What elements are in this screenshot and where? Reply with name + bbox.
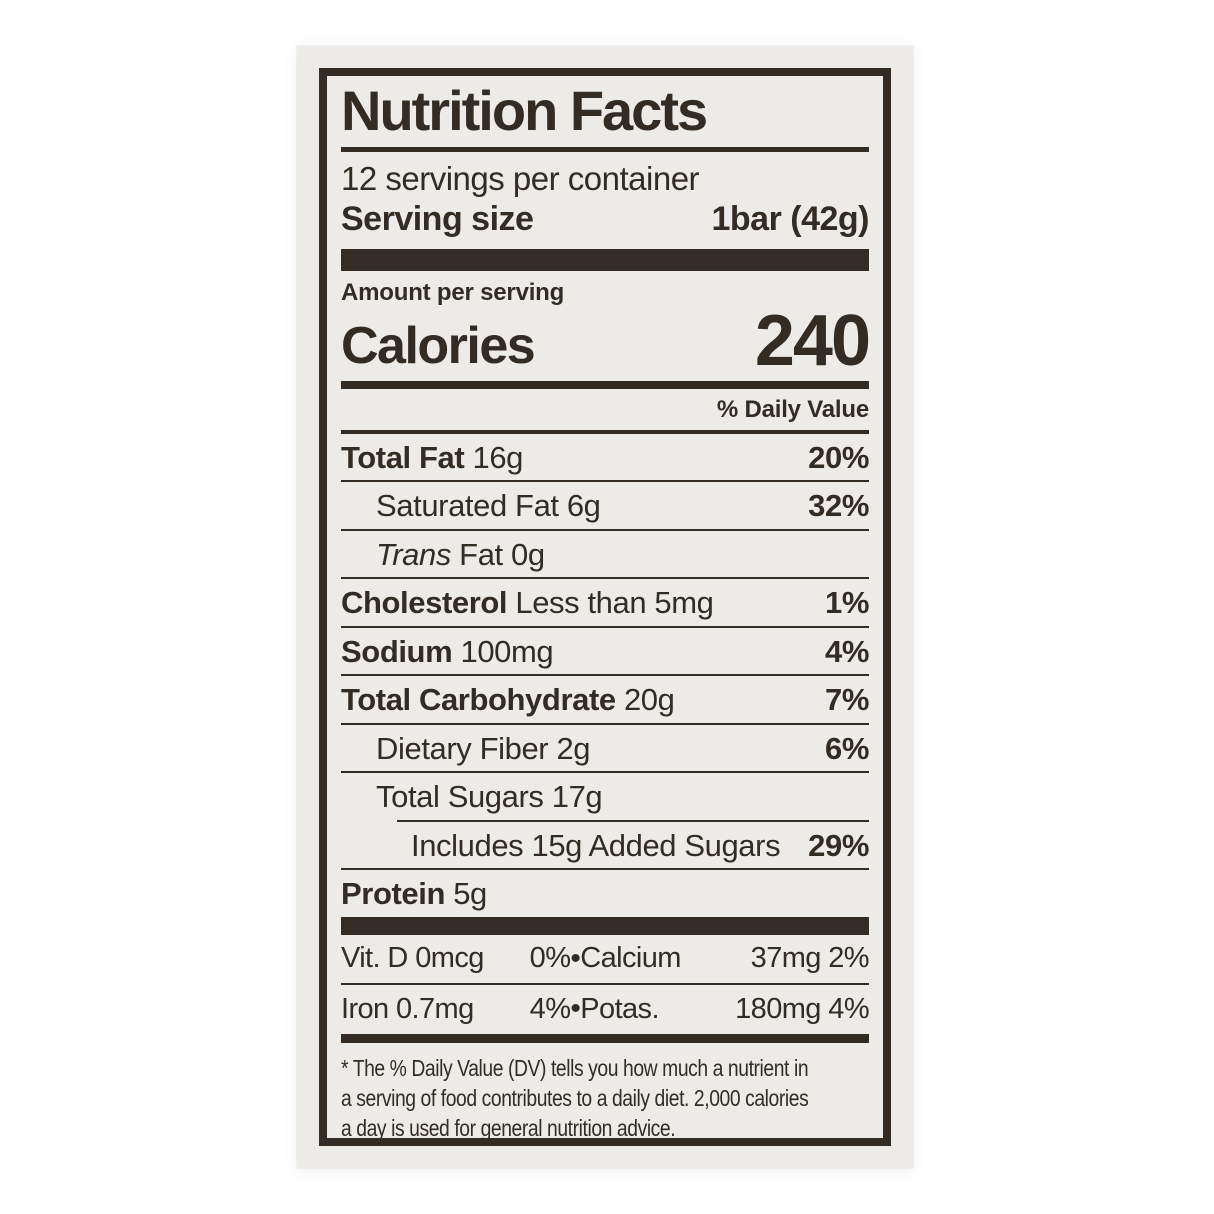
nutrient-row-sodium: Sodium 100mg 4% [341, 625, 869, 674]
nutrient-name: Protein 5g [341, 876, 487, 912]
calories-label: Calories [341, 317, 536, 376]
nutrient-pct: 6% [824, 730, 869, 766]
nutrient-name: Includes 15g Added Sugars [411, 827, 781, 863]
title-divider [341, 146, 869, 152]
nutrient-pct: 1% [824, 585, 869, 621]
nutrient-pct: 29% [808, 827, 869, 863]
calories-divider [341, 380, 869, 389]
footnote-line: * The % Daily Value (DV) tells you how m… [341, 1054, 809, 1081]
footnote-line: a serving of food contributes to a daily… [341, 1084, 809, 1111]
daily-value-header: % Daily Value [716, 395, 869, 423]
nutrient-name: Cholesterol Less than 5mg [341, 585, 714, 621]
nutrient-name: Total Carbohydrate 20g [341, 682, 675, 718]
micro-right-cell: Potas. 180mg 4% [580, 993, 869, 1026]
section-bar-footnote [341, 1033, 869, 1043]
nutrient-pct: 32% [808, 488, 869, 524]
nutrient-pct: 20% [808, 439, 869, 475]
micro-left-cell: Vit. D 0mcg 0% [341, 942, 571, 975]
nutrient-pct: 7% [824, 682, 869, 718]
nutrition-label-card: Nutrition Facts 12 servings per containe… [297, 46, 913, 1168]
nutrient-name: Sodium 100mg [341, 633, 554, 669]
calories-row: Calories 240 [341, 300, 871, 381]
bullet-separator-icon: • [570, 992, 581, 1026]
nutrient-row-total-carbohydrate: Total Carbohydrate 20g 7% [341, 674, 869, 722]
servings-per-container: 12 servings per container [341, 159, 700, 197]
nutrient-name: Trans Fat 0g [376, 536, 545, 572]
serving-size-value: 1bar (42g) [711, 200, 870, 239]
serving-size-label: Serving size [341, 200, 534, 239]
nutrient-row-cholesterol: Cholesterol Less than 5mg 1% [341, 577, 869, 625]
micro-name: Calcium [580, 942, 681, 975]
calories-value: 240 [754, 300, 871, 381]
nutrient-name: Total Sugars 17g [376, 779, 603, 815]
micro-left-cell: Iron 0.7mg 4% [341, 992, 571, 1026]
micro-pct: 0% [529, 942, 571, 975]
nutrition-facts-box: Nutrition Facts 12 servings per containe… [319, 68, 891, 1146]
micro-value: 37mg 2% [750, 942, 870, 975]
nutrient-row-protein: Protein 5g [341, 868, 869, 916]
footnote-line: a day is used for general nutrition advi… [341, 1114, 676, 1141]
micro-name: Vit. D 0mcg [341, 942, 484, 975]
nutrient-pct: 4% [824, 633, 869, 669]
nutrient-rows: Total Fat 16g 20% Saturated Fat 6g 32% T… [341, 429, 869, 917]
nutrient-row-total-fat: Total Fat 16g 20% [341, 434, 869, 480]
section-bar-top [341, 248, 869, 271]
nutrient-row-total-sugars: Total Sugars 17g [341, 771, 869, 819]
nutrient-row-trans-fat: Trans Fat 0g [341, 528, 869, 577]
serving-size-row: Serving size 1bar (42g) [341, 199, 869, 240]
amount-per-serving-label: Amount per serving [341, 278, 565, 306]
nutrient-row-saturated-fat: Saturated Fat 6g 32% [341, 480, 869, 528]
micro-name: Iron 0.7mg [341, 992, 474, 1025]
micro-row-vitd-calcium: Vit. D 0mcg 0% • Calcium 37mg 2% [341, 935, 870, 984]
nutrient-name: Total Fat 16g [341, 439, 524, 475]
daily-value-footnote: * The % Daily Value (DV) tells you how m… [341, 1043, 869, 1141]
micro-right-cell: Calcium 37mg 2% [580, 942, 869, 975]
nutrient-row-added-sugars-wrap: Includes 15g Added Sugars 29% [341, 819, 869, 868]
nutrient-name: Dietary Fiber 2g [376, 730, 591, 766]
nutrient-name: Saturated Fat 6g [376, 488, 601, 524]
nutrient-row-dietary-fiber: Dietary Fiber 2g 6% [341, 722, 869, 771]
section-bar-micronutrients [341, 916, 869, 935]
bullet-separator-icon: • [570, 941, 581, 975]
micronutrient-rows: Vit. D 0mcg 0% • Calcium 37mg 2% Iron 0.… [341, 935, 870, 1034]
micro-name: Potas. [580, 992, 659, 1025]
micro-row-iron-potassium: Iron 0.7mg 4% • Potas. 180mg 4% [341, 983, 870, 1034]
indented-divider [397, 819, 869, 822]
nutrient-row-added-sugars: Includes 15g Added Sugars 29% [341, 822, 869, 868]
micro-pct: 4% [529, 992, 571, 1025]
nutrition-facts-title: Nutrition Facts [341, 79, 708, 142]
micro-value: 180mg 4% [735, 992, 869, 1025]
